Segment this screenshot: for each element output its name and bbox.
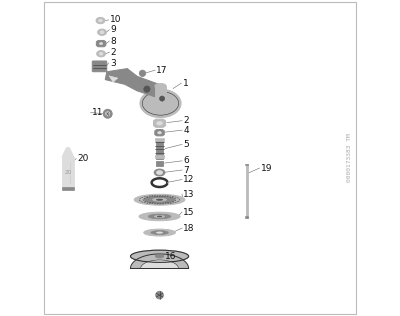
Ellipse shape xyxy=(156,232,163,233)
Polygon shape xyxy=(137,76,160,99)
Circle shape xyxy=(160,96,165,101)
Ellipse shape xyxy=(97,51,106,57)
Ellipse shape xyxy=(100,43,103,45)
Text: 5: 5 xyxy=(183,140,189,149)
Ellipse shape xyxy=(156,199,163,200)
Ellipse shape xyxy=(99,52,103,55)
Text: 4: 4 xyxy=(183,126,189,135)
Polygon shape xyxy=(155,130,164,136)
Ellipse shape xyxy=(130,250,189,262)
Text: 20: 20 xyxy=(64,170,72,175)
Text: 15: 15 xyxy=(183,208,195,216)
Ellipse shape xyxy=(98,19,102,22)
Polygon shape xyxy=(141,260,178,269)
Polygon shape xyxy=(130,254,189,269)
Text: 2: 2 xyxy=(183,116,189,125)
Circle shape xyxy=(156,291,163,299)
Text: 12: 12 xyxy=(183,175,195,184)
Polygon shape xyxy=(62,148,74,157)
Ellipse shape xyxy=(148,214,171,219)
Polygon shape xyxy=(105,69,138,91)
Ellipse shape xyxy=(139,212,180,221)
Text: 0000173383 TM: 0000173383 TM xyxy=(347,134,352,182)
Ellipse shape xyxy=(156,171,163,174)
Circle shape xyxy=(139,70,146,76)
Ellipse shape xyxy=(144,197,175,203)
Text: 3: 3 xyxy=(110,59,116,68)
Circle shape xyxy=(106,112,110,116)
Text: 19: 19 xyxy=(261,164,272,173)
Bar xyxy=(246,164,248,218)
Circle shape xyxy=(103,109,112,118)
Ellipse shape xyxy=(140,89,181,118)
Text: 8: 8 xyxy=(110,37,116,46)
Text: 17: 17 xyxy=(156,66,168,75)
Bar xyxy=(62,186,74,190)
Bar xyxy=(156,139,163,159)
Bar xyxy=(62,157,74,187)
Bar xyxy=(245,164,248,165)
Bar xyxy=(155,86,166,103)
Text: 2: 2 xyxy=(110,48,116,57)
Ellipse shape xyxy=(153,198,166,201)
Ellipse shape xyxy=(134,194,185,205)
Ellipse shape xyxy=(151,231,168,234)
Ellipse shape xyxy=(158,131,162,134)
Polygon shape xyxy=(96,40,106,47)
Ellipse shape xyxy=(98,29,106,35)
Ellipse shape xyxy=(156,121,162,125)
Ellipse shape xyxy=(154,169,165,176)
Text: 16: 16 xyxy=(165,252,176,261)
Text: 9: 9 xyxy=(110,25,116,34)
Ellipse shape xyxy=(155,254,164,258)
Polygon shape xyxy=(154,119,166,127)
Bar xyxy=(155,138,164,141)
Text: 6: 6 xyxy=(183,156,189,165)
Text: 20: 20 xyxy=(77,154,89,163)
Text: 7: 7 xyxy=(183,166,189,174)
Ellipse shape xyxy=(155,83,166,88)
Bar xyxy=(156,161,163,166)
Text: 13: 13 xyxy=(183,190,195,198)
Text: 1: 1 xyxy=(183,79,188,88)
Ellipse shape xyxy=(96,17,105,24)
Polygon shape xyxy=(109,76,118,82)
Text: 11: 11 xyxy=(92,108,104,117)
FancyBboxPatch shape xyxy=(92,61,107,72)
Ellipse shape xyxy=(144,229,175,236)
Text: 10: 10 xyxy=(110,15,122,24)
Circle shape xyxy=(144,86,150,92)
Bar xyxy=(245,216,248,218)
Text: 18: 18 xyxy=(183,224,195,233)
Bar xyxy=(155,155,164,157)
Ellipse shape xyxy=(154,216,165,217)
Ellipse shape xyxy=(100,31,104,34)
Ellipse shape xyxy=(157,216,162,217)
